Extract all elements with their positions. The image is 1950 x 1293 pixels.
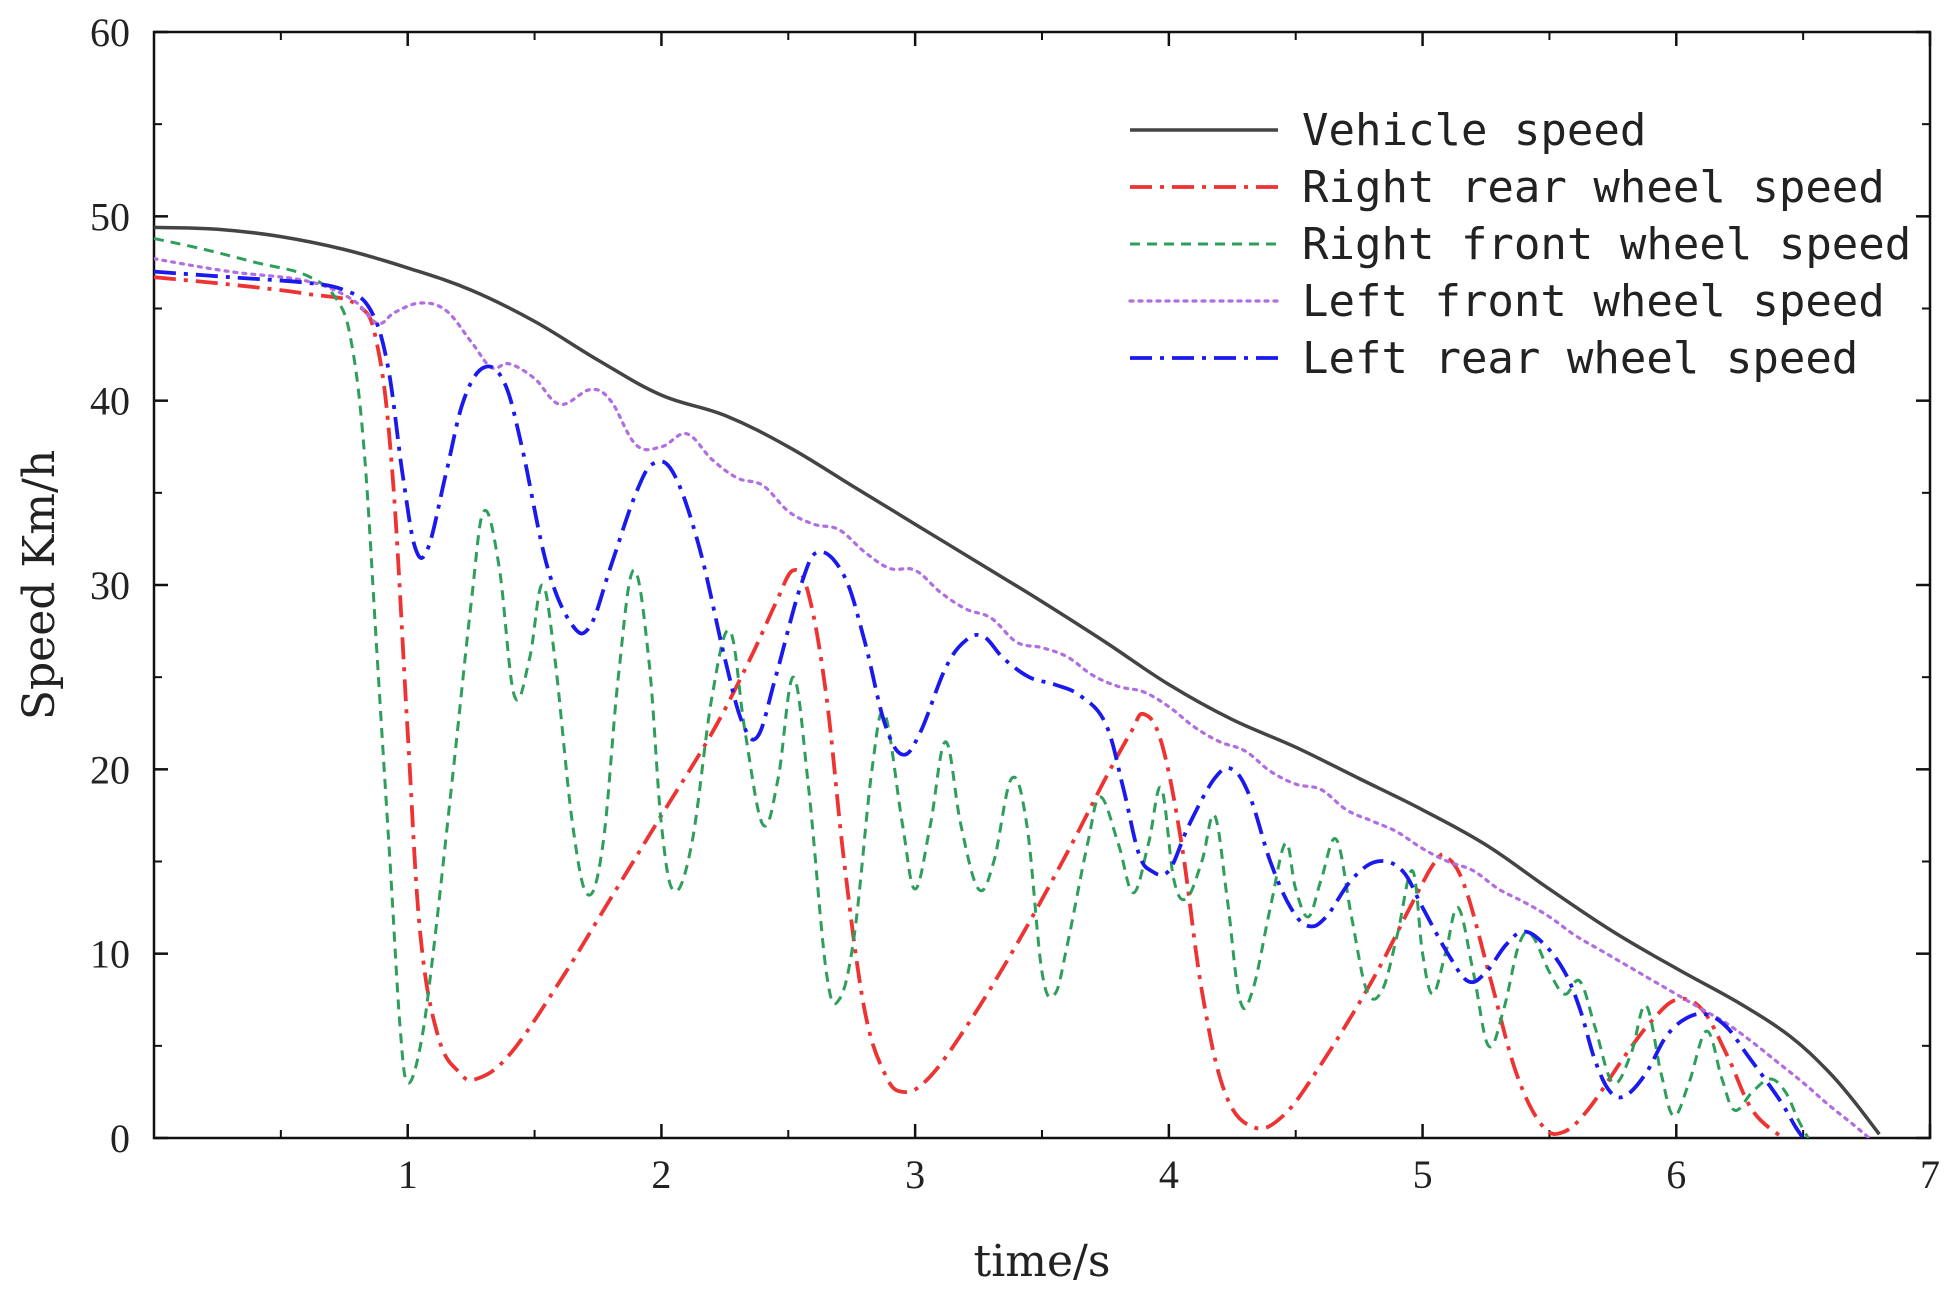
series-line-4 xyxy=(154,269,1805,1138)
y-tick-label-3: 30 xyxy=(90,563,130,608)
legend-label-1: Right rear wheel speed xyxy=(1302,162,1885,213)
series-line-1 xyxy=(154,275,1785,1138)
y-tick-label-2: 20 xyxy=(90,747,130,792)
legend-label-0: Vehicle speed xyxy=(1302,105,1646,156)
legend: Vehicle speed Right rear wheel speed Right… xyxy=(1128,105,1911,384)
y-tick-label-5: 50 xyxy=(90,194,130,239)
y-tick-label-4: 40 xyxy=(90,379,130,424)
series-line-2 xyxy=(154,237,1810,1138)
x-axis-label: time/s xyxy=(974,1236,1111,1287)
x-tick-label-1: 2 xyxy=(651,1152,671,1197)
legend-label-3: Left front wheel speed xyxy=(1302,276,1885,327)
x-tick-label-2: 3 xyxy=(905,1152,925,1197)
x-tick-label-0: 1 xyxy=(398,1152,418,1197)
series-group xyxy=(154,225,1881,1138)
y-tick-label-1: 10 xyxy=(90,932,130,977)
x-tick-label-6: 7 xyxy=(1920,1152,1940,1197)
axis-ticks: 1 2 3 4 5 6 7 0 10 20 30 40 50 60 xyxy=(90,10,1940,1197)
x-tick-label-4: 5 xyxy=(1413,1152,1433,1197)
y-tick-label-6: 60 xyxy=(90,10,130,55)
x-tick-label-5: 6 xyxy=(1666,1152,1686,1197)
legend-label-4: Left rear wheel speed xyxy=(1302,333,1858,384)
y-axis-label: Speed Km/h xyxy=(14,450,65,720)
y-tick-label-0: 0 xyxy=(110,1116,130,1161)
x-tick-label-3: 4 xyxy=(1159,1152,1179,1197)
series-line-3 xyxy=(154,257,1871,1138)
series-line-0 xyxy=(154,225,1881,1136)
legend-label-2: Right front wheel speed xyxy=(1302,219,1911,270)
